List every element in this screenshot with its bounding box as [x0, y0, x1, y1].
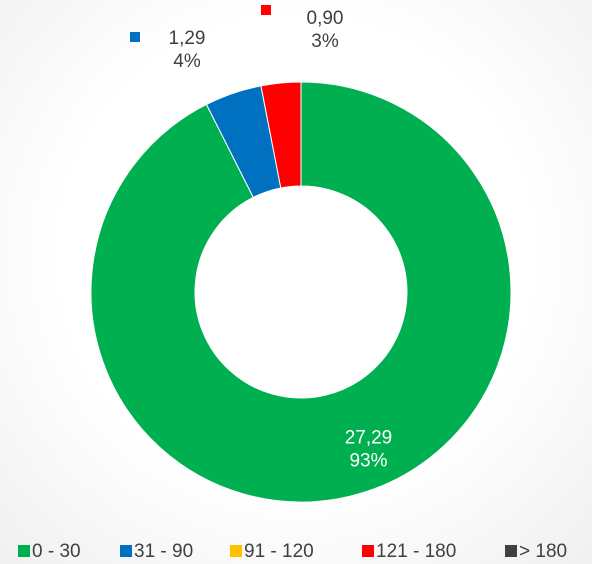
legend-key — [230, 545, 242, 557]
legend-key — [362, 545, 374, 557]
legend-label: 91 - 120 — [244, 541, 314, 562]
legend-label: > 180 — [519, 541, 567, 562]
legend-key — [505, 545, 517, 557]
legend-label: 31 - 90 — [134, 541, 193, 562]
donut-slice — [90, 81, 512, 503]
value-label: 0,90 — [307, 8, 344, 29]
percent-label: 4% — [173, 51, 201, 72]
legend-label: 0 - 30 — [32, 541, 81, 562]
legend-key — [18, 545, 30, 557]
legend-label: 121 - 180 — [376, 541, 456, 562]
value-label: 27,29 — [345, 428, 393, 449]
percent-label: 3% — [311, 31, 339, 52]
label-key — [130, 32, 140, 42]
percent-label: 93% — [349, 451, 387, 472]
legend-key — [120, 545, 132, 557]
value-label: 1,29 — [169, 28, 206, 49]
label-key — [261, 5, 271, 15]
donut-slice — [260, 81, 302, 189]
